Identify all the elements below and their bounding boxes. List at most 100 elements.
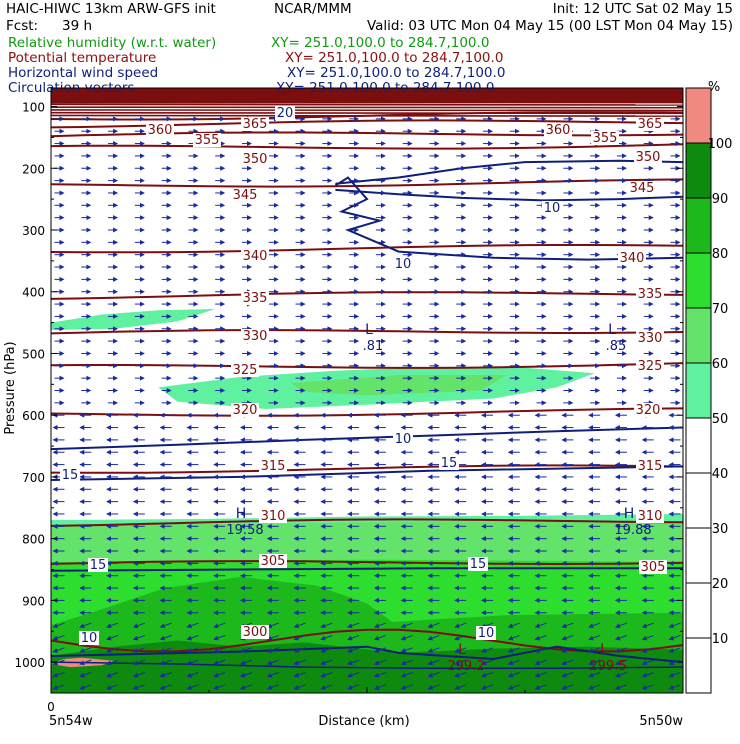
rh-band-50: [51, 309, 216, 330]
circulation-vector: [293, 659, 306, 666]
circulation-vector: [427, 634, 440, 641]
theta-label: 345: [630, 181, 655, 196]
y-axis-title: Pressure (hPa): [3, 341, 18, 434]
field-name-rh: Relative humidity (w.r.t. water): [8, 35, 216, 51]
circulation-vector: [106, 622, 119, 629]
theta-contour-315: [50, 464, 684, 474]
circulation-vector: [320, 622, 333, 629]
theta-label-bg: [193, 133, 221, 147]
circulation-vector: [481, 672, 494, 678]
circulation-vector: [427, 659, 440, 666]
circulation-vector: [186, 684, 199, 690]
circulation-vector: [373, 622, 387, 629]
circulation-vector: [641, 659, 654, 666]
circulation-vector: [373, 659, 387, 666]
org-label: NCAR/MMM: [274, 1, 352, 17]
circulation-vector: [186, 647, 199, 653]
rh-colorbar: 10 20 30 40 50 60 70 80 90 100: [685, 87, 732, 694]
theta-contour-top: [50, 114, 684, 117]
theta-label: 325: [638, 359, 663, 374]
circulation-vector: [159, 659, 172, 666]
theta-label: 340: [243, 249, 268, 264]
theta-contour-top: [50, 109, 684, 112]
x-end-label-right: 5n50w: [639, 714, 683, 729]
circulation-vector: [561, 622, 574, 629]
circulation-vector: [561, 684, 574, 690]
theta-contour-305: [50, 560, 684, 566]
theta-label: 365: [638, 117, 663, 132]
circulation-vector: [213, 659, 226, 666]
colorbar-band-50: [686, 363, 711, 418]
colorbar-tick-label: 60: [712, 357, 729, 372]
theta-contour-top: [50, 92, 684, 95]
circulation-vector: [481, 684, 494, 690]
theta-label: 315: [638, 459, 663, 474]
circulation-vector: [240, 647, 253, 653]
wind-speed-label-bg: [88, 558, 108, 572]
theta-label: 330: [243, 329, 268, 344]
theta-label-bg: [146, 123, 174, 137]
theta-contour-355: [50, 131, 684, 138]
wind-speed-label-bg: [60, 468, 80, 482]
circulation-vector: [186, 622, 199, 629]
wind-speed-label: 10: [478, 626, 495, 641]
colorbar-tick-label: 50: [712, 412, 729, 427]
theta-label-bg: [591, 131, 619, 145]
wind-speed-label: 10: [81, 631, 98, 646]
circulation-vector: [240, 672, 253, 678]
circulation-vector: [132, 647, 146, 653]
circulation-vector: [588, 647, 601, 653]
circulation-vector: [400, 634, 413, 641]
circulation-vector: [614, 634, 628, 641]
circulation-vector: [213, 647, 226, 653]
wind-speed-label: 15: [62, 468, 79, 483]
circulation-vector: [320, 684, 333, 690]
extremum-value: 19.58: [226, 523, 263, 538]
circulation-vector: [534, 647, 547, 653]
y-tick-label: 100: [22, 101, 45, 115]
extremum-marker: L: [365, 322, 373, 338]
theta-label-bg: [636, 117, 664, 131]
circulation-vector: [454, 647, 467, 653]
y-tick-label: 800: [22, 533, 45, 547]
theta-contour-325: [50, 362, 684, 369]
circulation-vector: [400, 672, 413, 678]
circulation-vector: [507, 672, 520, 678]
circulation-vector: [266, 647, 279, 653]
circulation-vector: [454, 622, 467, 629]
wind-speed-label: 10: [395, 432, 412, 447]
theta-label: 305: [641, 560, 666, 575]
circulation-vector: [347, 672, 360, 678]
theta-label: 355: [195, 133, 220, 148]
circulation-vector: [132, 634, 146, 641]
colorbar-tick-label: 20: [712, 577, 729, 592]
circulation-vector: [668, 659, 681, 666]
theta-label-bg: [618, 251, 646, 265]
theta-label-bg: [639, 560, 667, 574]
extremum-value: 299.5: [589, 659, 626, 674]
theta-contour-340: [50, 244, 684, 254]
init-time: Init: 12 UTC Sat 02 May 15: [553, 1, 733, 17]
rh-shading: [51, 88, 683, 693]
circulation-vector: [614, 659, 628, 666]
circulation-vector: [588, 634, 601, 641]
theta-contour-335: [50, 291, 684, 300]
y-tick-label: 200: [22, 162, 45, 176]
wind-speed-label: 10: [544, 201, 561, 216]
field-xy-rh: XY= 251.0,100.0 to 284.7,100.0: [271, 35, 489, 51]
theta-contour-top: [50, 100, 684, 103]
theta-label-bg: [241, 329, 269, 343]
circulation-vector: [400, 659, 413, 666]
theta-label-bg: [636, 509, 664, 523]
wind-speed-label: 10: [395, 257, 412, 272]
circulation-vector: [79, 684, 92, 690]
theta-contour-330: [50, 329, 684, 335]
colorbar-tick-label: 30: [712, 522, 729, 537]
circulation-vector: [614, 647, 628, 653]
circulation-vector: [534, 634, 547, 641]
theta-label: 350: [636, 150, 661, 165]
theta-contour-310: [50, 518, 684, 527]
colorbar-band-90: [686, 143, 711, 198]
theta-label: 360: [148, 123, 173, 138]
extremum-marker: L: [600, 642, 608, 658]
